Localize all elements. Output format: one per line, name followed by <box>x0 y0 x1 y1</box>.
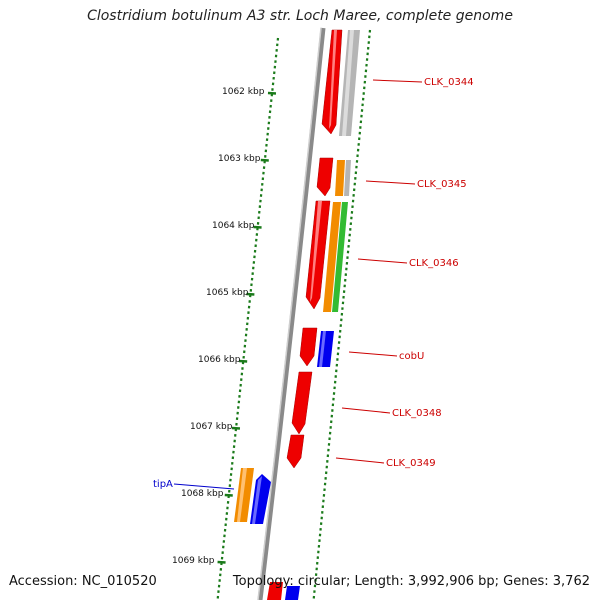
gene-feature-cobu[interactable] <box>299 327 334 367</box>
scale-label-1066: 1066 kbp <box>198 355 241 365</box>
genome-backbone <box>257 27 326 600</box>
accession-text: Accession: NC_010520 <box>9 574 157 589</box>
gene-label-clk-0344[interactable]: CLK_0344 <box>424 77 474 88</box>
scale-label-1063: 1063 kbp <box>218 154 261 164</box>
scale-label-1068: 1068 kbp <box>181 489 224 499</box>
scale-tick <box>246 292 255 296</box>
scale-tick <box>217 560 226 564</box>
gene-feature-clk-0348[interactable] <box>291 371 313 435</box>
scale-ring-right <box>312 29 372 599</box>
gene-label-clk-0345[interactable]: CLK_0345 <box>417 179 467 190</box>
gene-feature-clk-0344[interactable] <box>321 29 360 136</box>
gene-label-clk-0346[interactable]: CLK_0346 <box>409 258 459 269</box>
gene-label-clk-0348[interactable]: CLK_0348 <box>392 408 442 419</box>
scale-tick <box>224 493 233 497</box>
scale-tick <box>253 225 262 229</box>
scale-tick <box>260 158 269 162</box>
label-leaders <box>173 79 423 490</box>
gene-feature-clk-0349[interactable] <box>286 434 305 469</box>
scale-ticks <box>217 91 277 564</box>
scale-labels: 1062 kbp 1063 kbp 1064 kbp 1065 kbp 1066… <box>172 87 265 566</box>
leader-clk-0344 <box>372 79 423 83</box>
leader-cobu <box>348 351 398 357</box>
leader-clk-0346 <box>357 258 408 264</box>
gene-feature-partial-bottom[interactable] <box>267 582 300 600</box>
gene-label-clk-0349[interactable]: CLK_0349 <box>386 458 436 469</box>
gene-label-tipa[interactable]: tipA <box>153 479 173 490</box>
leader-clk-0349 <box>335 457 385 464</box>
genome-backbone-highlight <box>257 27 322 600</box>
scale-ring-left <box>216 37 280 599</box>
leader-clk-0348 <box>341 407 391 414</box>
scale-tick <box>231 426 241 430</box>
leader-clk-0345 <box>365 180 416 185</box>
scale-label-1069: 1069 kbp <box>172 556 215 566</box>
scale-tick <box>239 359 248 363</box>
gene-feature-tipa[interactable] <box>234 468 271 524</box>
map-title: Clostridium botulinum A3 str. Loch Maree… <box>87 8 513 24</box>
scale-label-1062: 1062 kbp <box>222 87 265 97</box>
genome-stats-text: Topology: circular; Length: 3,992,906 bp… <box>232 574 590 589</box>
leader-tipa <box>173 483 235 490</box>
gene-feature-clk-0346[interactable] <box>305 200 348 312</box>
scale-label-1067: 1067 kbp <box>190 422 233 432</box>
scale-label-1065: 1065 kbp <box>206 288 249 298</box>
gene-feature-clk-0345[interactable] <box>316 157 351 197</box>
scale-label-1064: 1064 kbp <box>212 221 255 231</box>
gene-label-cobu[interactable]: cobU <box>399 351 424 362</box>
scale-tick <box>267 91 277 95</box>
